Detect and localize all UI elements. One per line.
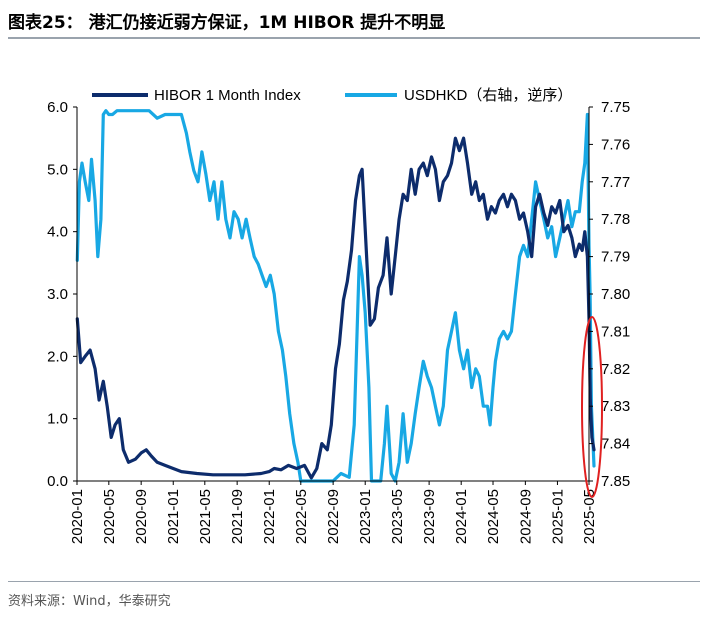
right-tick-label: 7.79 (601, 249, 630, 266)
legend-usdhkd-label: USDHKD（右轴，逆序） (404, 87, 572, 104)
x-tick-label: 2021-09 (229, 489, 246, 544)
right-tick-label: 7.81 (601, 323, 630, 340)
left-tick-label: 1.0 (47, 411, 68, 428)
left-tick-label: 5.0 (47, 161, 68, 178)
legend: HIBOR 1 Month Index USDHKD（右轴，逆序） (92, 87, 572, 104)
figure-title: 图表25： 港汇仍接近弱方保证，1M HIBOR 提升不明显 (8, 13, 446, 33)
x-tick-label: 2020-09 (133, 489, 150, 544)
source-divider (8, 581, 700, 582)
right-tick-label: 7.77 (601, 174, 630, 191)
right-tick-label: 7.78 (601, 211, 630, 228)
title-divider (8, 37, 700, 39)
x-tick-label: 2023-01 (357, 489, 374, 544)
left-tick-label: 0.0 (47, 473, 68, 490)
x-tick-label: 2021-01 (165, 489, 182, 544)
right-tick-label: 7.80 (601, 286, 630, 303)
highlight-ellipse (581, 316, 603, 498)
x-tick-label: 2024-01 (453, 489, 470, 544)
right-tick-label: 7.85 (601, 473, 630, 490)
left-tick-label: 6.0 (47, 99, 68, 116)
plot-lines (75, 109, 596, 483)
axes: 0.0 1.0 2.0 3.0 4.0 5.0 6.0 7.75 7.76 7.77 7.78 7.7… (47, 99, 630, 544)
x-tick-label: 2025-05 (581, 489, 598, 544)
source-note: 资料来源：Wind，华泰研究 (8, 594, 171, 609)
x-tick-label: 2021-05 (197, 489, 214, 544)
right-tick-label: 7.75 (601, 99, 630, 116)
x-tick-label: 2020-01 (69, 489, 86, 544)
x-tick-label: 2022-01 (261, 489, 278, 544)
x-tick-label: 2025-01 (549, 489, 566, 544)
annotation-layer (581, 316, 603, 498)
x-tick-label: 2023-09 (421, 489, 438, 544)
x-tick-label: 2023-05 (389, 489, 406, 544)
left-tick-label: 3.0 (47, 286, 68, 303)
left-tick-label: 2.0 (47, 348, 68, 365)
x-tick-label: 2022-05 (293, 489, 310, 544)
chart-area: 0.0 1.0 2.0 3.0 4.0 5.0 6.0 7.75 7.76 7.77 7.78 7.7… (47, 87, 630, 544)
x-tick-label: 2022-09 (325, 489, 342, 544)
right-tick-label: 7.82 (601, 361, 630, 378)
left-tick-label: 4.0 (47, 224, 68, 241)
right-tick-label: 7.84 (601, 436, 630, 453)
x-tick-label: 2024-09 (517, 489, 534, 544)
right-tick-label: 7.83 (601, 398, 630, 415)
legend-hibor-label: HIBOR 1 Month Index (154, 87, 301, 104)
hibor-series-line (75, 136, 596, 480)
usdhkd-series-line (75, 109, 596, 483)
x-tick-label: 2020-05 (101, 489, 118, 544)
right-tick-label: 7.76 (601, 136, 630, 153)
x-tick-label: 2024-05 (485, 489, 502, 544)
